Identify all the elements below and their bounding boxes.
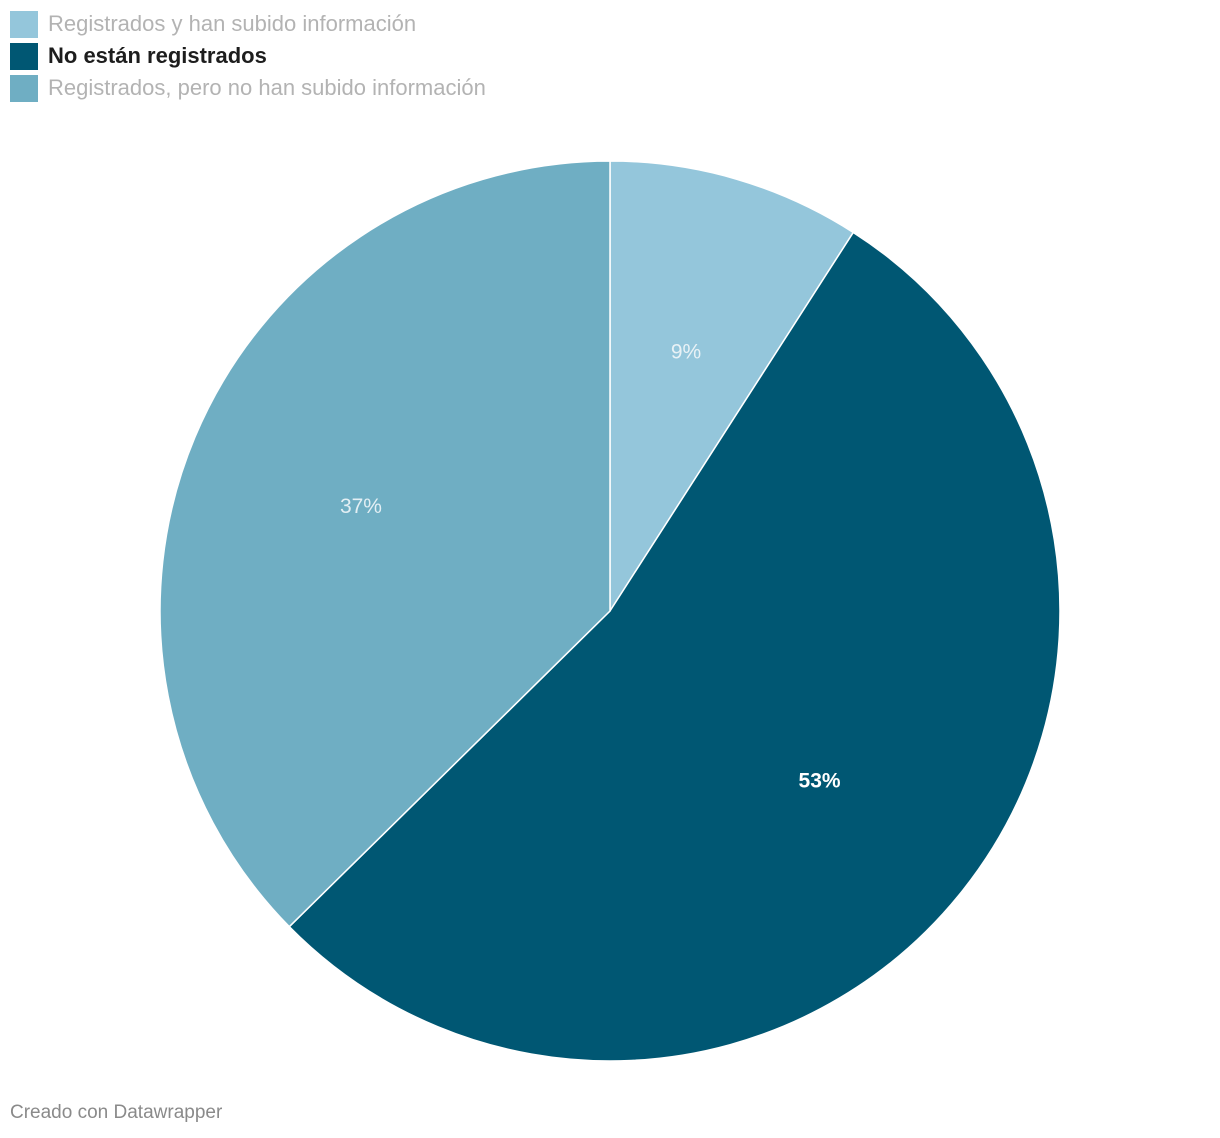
legend-label: Registrados y han subido información (48, 11, 417, 36)
legend-swatch (10, 10, 38, 38)
legend-item-registrados-subido[interactable]: Registrados y han subido información (10, 8, 486, 40)
legend-item-registrados-no-subido[interactable]: Registrados, pero no han subido informac… (10, 72, 486, 104)
legend-label: No están registrados (48, 43, 267, 68)
chart-credit: Creado con Datawrapper (10, 1102, 223, 1123)
slice-value-label: 53% (799, 770, 841, 793)
legend-swatch (10, 74, 38, 102)
pie-slice-no-registrados[interactable] (288, 231, 1061, 1062)
slice-value-label: 37% (340, 495, 382, 518)
legend-swatch (10, 42, 38, 70)
pie-slice-registrados-no-subido[interactable] (159, 160, 611, 928)
chart-legend: Registrados y han subido información No … (10, 8, 486, 104)
slice-value-label: 9% (671, 340, 701, 363)
legend-label: Registrados, pero no han subido informac… (48, 75, 486, 100)
legend-item-no-registrados[interactable]: No están registrados (10, 40, 486, 72)
pie-slice-registrados-subido[interactable] (609, 160, 855, 612)
